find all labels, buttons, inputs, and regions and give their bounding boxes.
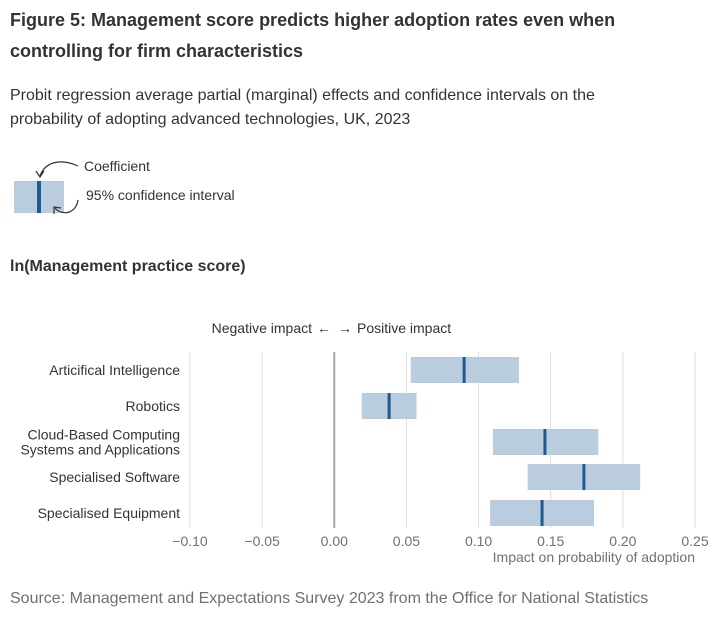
coefficient-marker [582, 464, 586, 490]
coefficient-marker [540, 500, 544, 526]
x-tick-label: 0.00 [321, 533, 348, 549]
x-tick-label: 0.25 [681, 533, 708, 549]
legend-ci-label: 95% confidence interval [86, 187, 235, 203]
figure-title: Figure 5: Management score predicts high… [10, 10, 616, 61]
category-label: Specialised Equipment [38, 505, 181, 521]
coefficient-marker [543, 429, 547, 455]
x-tick-label: 0.10 [465, 533, 492, 549]
category-label: Specialised Software [49, 469, 180, 485]
negative-impact-label: Negative impact [212, 320, 312, 336]
bars-layer [361, 357, 641, 526]
x-tick-label: 0.05 [393, 533, 420, 549]
section-title: ln(Management practice score) [10, 258, 246, 275]
legend: Coefficient 95% confidence interval [0, 150, 320, 230]
legend-ci-arrow [54, 199, 79, 214]
labels-layer: −0.10 −0.05 0.00 0.05 0.10 0.15 0.20 0.25 Artici… [20, 362, 708, 549]
coefficient-marker [387, 393, 391, 419]
negative-arrow-icon: ← [317, 320, 331, 336]
forest-plot: −0.10 −0.05 0.00 0.05 0.10 0.15 0.20 0.25 Artici… [20, 320, 708, 565]
source-note: Source: Management and Expectations Surv… [10, 590, 649, 607]
x-tick-label: −0.05 [244, 533, 280, 549]
legend-coefficient-arrow [39, 161, 79, 177]
category-label: Cloud-Based Computing [27, 427, 180, 443]
legend-arrows [35, 161, 79, 214]
legend-coefficient-swatch [37, 181, 41, 213]
x-tick-label: 0.15 [537, 533, 564, 549]
category-label: Systems and Applications [20, 442, 180, 458]
category-label: Articifical Intelligence [49, 362, 180, 378]
x-axis-title: Impact on probability of adoption [493, 549, 695, 565]
x-tick-label: −0.10 [172, 533, 208, 549]
legend-coefficient-label: Coefficient [84, 158, 150, 174]
positive-arrow-icon: → [338, 320, 352, 336]
positive-impact-label: Positive impact [357, 320, 451, 336]
category-label: Robotics [126, 398, 180, 414]
x-tick-label: 0.20 [609, 533, 636, 549]
coefficient-marker [462, 357, 466, 383]
figure-subtitle: Probit regression average partial (margi… [10, 87, 595, 128]
